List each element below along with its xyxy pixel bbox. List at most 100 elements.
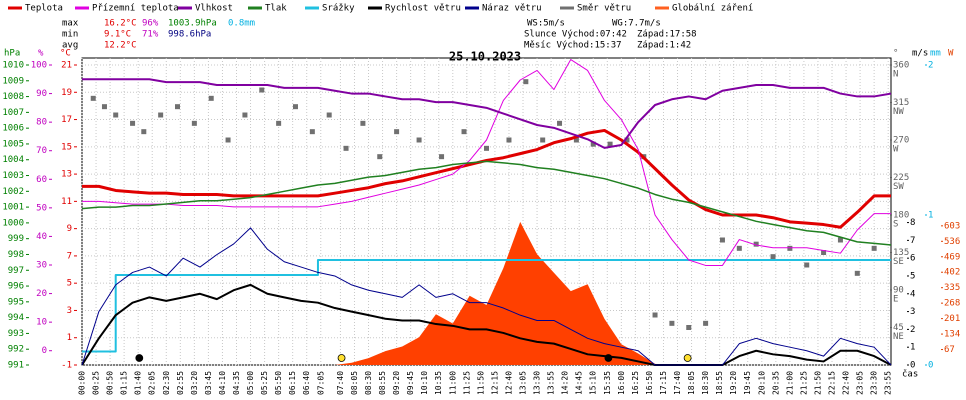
stat-text: 998.6hPa (168, 30, 211, 40)
x-tick-label: 18:55 (715, 371, 724, 395)
legend-label: Náraz větru (482, 4, 542, 14)
legend-label: Vlhkost (195, 4, 233, 14)
y-tick-label: 993 (8, 329, 24, 339)
direction-point (770, 254, 776, 260)
stat-text: Měsíc Východ:15:37 (524, 41, 622, 51)
direction-point (484, 145, 489, 151)
y-tick-label: 90 (893, 286, 904, 296)
direction-point (736, 245, 742, 251)
series-line (82, 59, 891, 266)
direction-point (540, 137, 546, 143)
chart-title: 25.10.2023 (449, 50, 521, 64)
direction-point (101, 104, 107, 110)
y-tick-label: 180 (893, 211, 909, 221)
y-tick-label: 995 (8, 297, 24, 307)
x-tick-label: 03:45 (204, 371, 213, 395)
y-tick-label: 402 (944, 268, 960, 278)
stat-text: Západ:17:58 (637, 30, 697, 40)
x-tick-label: 09:20 (392, 371, 401, 395)
y-tick-label: 2 (910, 325, 915, 335)
y-tick-label: 1009 (2, 76, 24, 86)
x-tick-label: 18:30 (701, 371, 710, 395)
y-tick-label: 1002 (2, 187, 24, 197)
x-tick-label: 02:30 (162, 371, 171, 395)
stat-text: 0.8mm (228, 19, 255, 29)
stat-text: 12.2°C (104, 41, 137, 51)
series-line (82, 259, 891, 353)
x-tick-label: 22:15 (828, 371, 837, 395)
y-tick-label: 996 (8, 282, 24, 292)
legend-label: Přízemní teplota (92, 4, 179, 14)
legend-item: Přízemní teplota (75, 4, 179, 14)
y-tick-label: 0 (42, 346, 47, 356)
x-tick-label: 11:50 (476, 371, 485, 395)
y-tick-label: 998 (8, 250, 24, 260)
y-tick-label: -1 (61, 361, 72, 371)
y-tick-label: 67 (944, 345, 955, 355)
y-tick-label: 1001 (2, 203, 24, 213)
legend-label: Rychlost větru (385, 4, 461, 14)
direction-point (523, 79, 529, 85)
y-tick-label: 134 (944, 330, 960, 340)
x-tick-label: 10:10 (420, 371, 429, 395)
y-tick-label: 315 (893, 98, 909, 108)
direction-point (259, 87, 265, 93)
y-tick-label: 100 (31, 61, 47, 71)
direction-point (292, 104, 298, 110)
direction-point (377, 154, 383, 160)
x-tick-label: 03:20 (190, 371, 199, 395)
stat-text: avg (62, 41, 78, 51)
y-tick-label: 0 (910, 361, 915, 371)
x-tick-label: 15:35 (603, 371, 612, 395)
x-tick-label: 11:00 (448, 371, 457, 395)
x-tick-label: 02:05 (148, 371, 157, 395)
legend-item: Směr větru (560, 4, 631, 14)
compass-label: NE (893, 332, 904, 342)
y-tick-label: 8 (910, 218, 915, 228)
axis-unit: ° (893, 49, 898, 59)
x-tick-label: 11:25 (462, 371, 471, 395)
x-tick-label: 05:00 (246, 371, 255, 395)
stat-text: WG:7.7m/s (612, 19, 661, 29)
x-tick-label: 16:00 (617, 371, 626, 395)
y-tick-label: 1 (910, 343, 915, 353)
y-tick-label: 80 (36, 118, 47, 128)
direction-point (276, 120, 282, 126)
y-tick-label: 70 (36, 146, 47, 156)
y-tick-label: 997 (8, 266, 24, 276)
x-tick-label: 21:00 (785, 371, 794, 395)
axis-unit: m/s (912, 49, 928, 59)
compass-label: S (893, 220, 898, 230)
sun-moon-marker (683, 354, 692, 362)
axis-unit: W (948, 49, 954, 59)
x-tick-label: 19:45 (743, 371, 752, 395)
direction-point (871, 245, 877, 251)
compass-label: SE (893, 257, 904, 267)
direction-point (90, 95, 96, 101)
x-tick-label: 05:50 (274, 371, 283, 395)
direction-point (394, 129, 400, 135)
y-tick-label: 994 (8, 313, 24, 323)
axis-unit: % (38, 49, 44, 59)
x-tick-label: 01:15 (120, 371, 129, 395)
direction-point (141, 129, 147, 135)
y-tick-label: 20 (36, 289, 47, 299)
x-tick-label: 12:15 (490, 371, 499, 395)
stat-text: WS:5m/s (527, 19, 565, 29)
sun-moon-marker (135, 354, 144, 362)
axis-unit: hPa (4, 49, 20, 59)
direction-point (573, 137, 579, 143)
direction-point (804, 262, 810, 268)
compass-label: SW (893, 182, 904, 192)
direction-point (787, 245, 793, 251)
y-tick-label: 536 (944, 237, 960, 247)
direction-point (130, 120, 136, 126)
legend-label: Tlak (265, 4, 287, 14)
x-tick-label: 00:00 (78, 371, 87, 395)
y-tick-label: 7 (910, 236, 915, 246)
axis-unit: °C (60, 49, 71, 59)
y-tick-label: 270 (893, 136, 909, 146)
y-tick-label: 1008 (2, 92, 24, 102)
direction-point (416, 137, 422, 143)
x-tick-label: 08:30 (364, 371, 373, 395)
